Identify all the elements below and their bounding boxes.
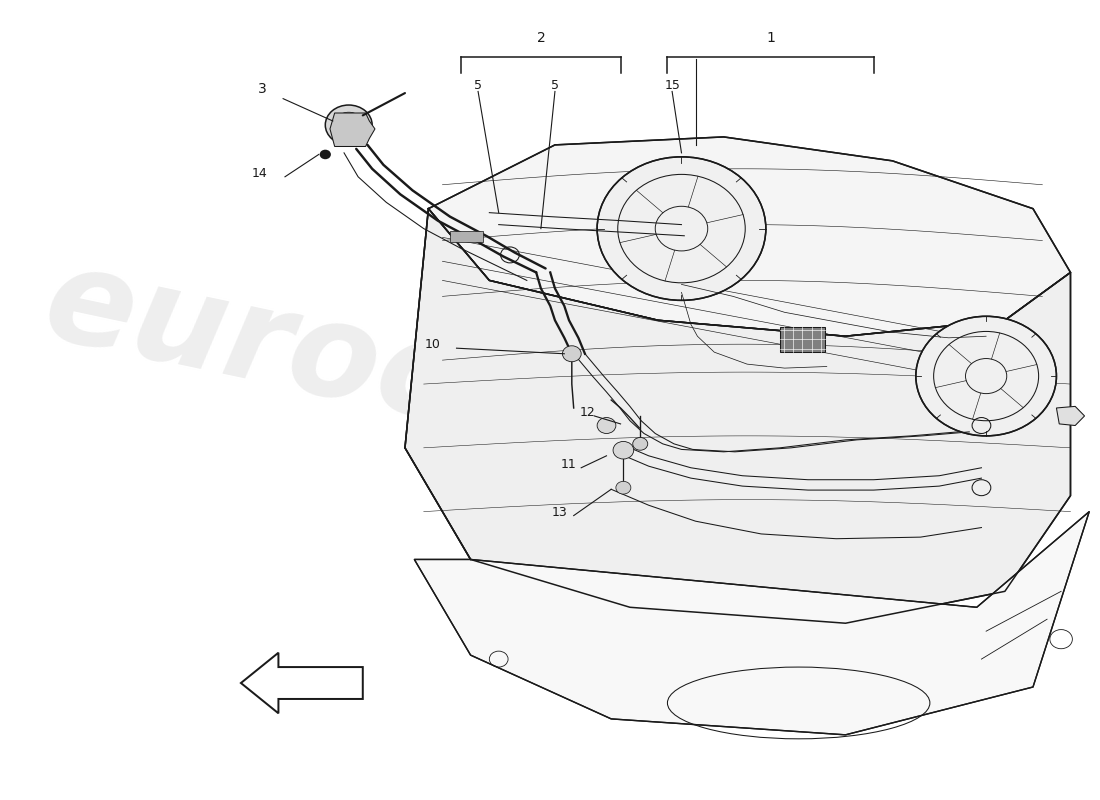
Circle shape <box>613 442 634 459</box>
Text: 15: 15 <box>664 79 680 92</box>
Circle shape <box>916 316 1056 436</box>
Polygon shape <box>405 209 1070 623</box>
Circle shape <box>632 438 648 450</box>
Polygon shape <box>415 512 1089 735</box>
Text: 14: 14 <box>252 166 267 180</box>
Text: eurocarparts: eurocarparts <box>34 238 1001 562</box>
Text: a passion for performance since 1985: a passion for performance since 1985 <box>493 494 860 577</box>
Bar <box>780 326 825 352</box>
Circle shape <box>616 482 631 494</box>
Circle shape <box>562 346 581 362</box>
Circle shape <box>597 157 766 300</box>
Text: 11: 11 <box>561 458 576 470</box>
Polygon shape <box>428 137 1070 336</box>
Text: 5: 5 <box>474 79 482 92</box>
Circle shape <box>597 418 616 434</box>
Circle shape <box>326 105 372 145</box>
Text: 5: 5 <box>551 79 559 92</box>
Polygon shape <box>1056 406 1085 426</box>
Text: 12: 12 <box>580 406 595 419</box>
Text: 1: 1 <box>766 31 775 46</box>
Text: 2: 2 <box>537 31 546 46</box>
Text: 13: 13 <box>552 506 568 518</box>
Polygon shape <box>241 653 363 714</box>
Text: 3: 3 <box>258 82 267 96</box>
Circle shape <box>320 150 331 159</box>
Text: 10: 10 <box>425 338 441 351</box>
Polygon shape <box>330 113 375 146</box>
Circle shape <box>333 112 364 138</box>
Bar <box>450 231 483 242</box>
